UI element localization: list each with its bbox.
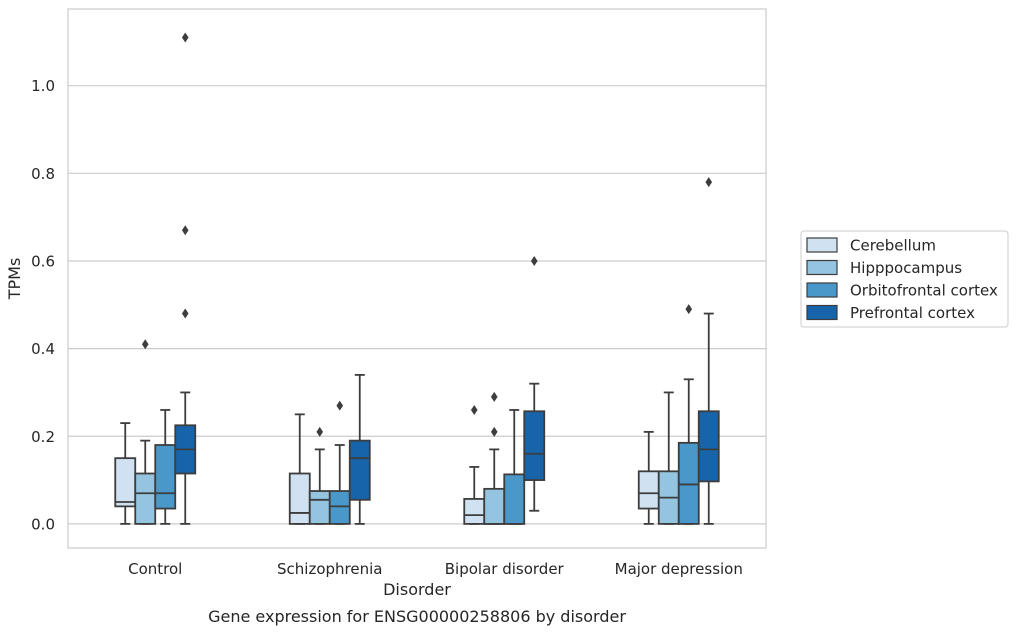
x-tick-label: Major depression <box>615 560 743 578</box>
box-body <box>463 498 486 525</box>
box-prefrontal-cortex-schizophrenia <box>348 374 371 525</box>
outlier-point <box>490 426 498 437</box>
chart-title: Gene expression for ENSG00000258806 by d… <box>208 607 626 626</box>
legend-swatch-prefrontal-cortex <box>806 304 838 321</box>
box-body <box>288 472 311 525</box>
y-axis-label: TPMs <box>5 258 24 301</box>
outlier-point <box>685 304 693 315</box>
box-body <box>154 444 177 510</box>
box-body <box>348 439 371 501</box>
outlier-point <box>181 32 189 43</box>
outlier-point <box>705 177 713 188</box>
legend-swatch-hipppocampus <box>806 259 838 276</box>
box-body <box>114 457 137 508</box>
box-body <box>503 473 526 525</box>
box-orbitofrontal-cortex-schizophrenia <box>328 400 351 525</box>
outlier-point <box>336 400 344 411</box>
outlier-point <box>490 391 498 402</box>
box-cerebellum-schizophrenia <box>288 413 311 525</box>
y-tick-label: 0.4 <box>31 340 55 358</box>
box-orbitofrontal-cortex-major-depression <box>677 304 700 525</box>
box-hipppocampus-schizophrenia <box>308 426 331 525</box>
outlier-point <box>141 339 149 350</box>
box-hipppocampus-major-depression <box>657 391 680 525</box>
y-tick-label: 1.0 <box>31 77 55 95</box>
box-hipppocampus-control <box>134 339 157 525</box>
box-cerebellum-bipolar-disorder <box>463 404 486 525</box>
box-body <box>483 487 506 525</box>
legend-swatch-orbitofrontal-cortex <box>806 282 838 298</box>
y-tick-label: 0.2 <box>31 428 55 446</box>
x-axis-label: Disorder <box>383 580 451 599</box>
legend-label-prefrontal-cortex: Prefrontal cortex <box>850 304 975 322</box>
y-tick-label: 0.6 <box>31 252 55 270</box>
box-cerebellum-major-depression <box>637 430 660 525</box>
y-tick-label: 0.0 <box>31 515 55 533</box>
box-prefrontal-cortex-control <box>174 32 197 525</box>
box-plot-series <box>114 32 720 525</box>
outlier-point <box>470 404 478 415</box>
box-orbitofrontal-cortex-control <box>154 409 177 525</box>
box-prefrontal-cortex-bipolar-disorder <box>523 255 546 512</box>
legend: Cerebellum Hipppocampus Orbitofrontal cort… <box>800 230 1009 328</box>
outlier-point <box>316 426 324 437</box>
box-body <box>677 441 700 525</box>
x-tick-label: Schizophrenia <box>277 560 382 578</box>
legend-swatch-cerebellum <box>806 237 838 253</box>
x-tick-label: Bipolar disorder <box>445 560 565 578</box>
x-tick-label: Control <box>128 560 182 578</box>
box-body <box>697 410 720 483</box>
box-orbitofrontal-cortex-bipolar-disorder <box>503 409 526 525</box>
plot-frame <box>67 8 767 549</box>
outlier-point <box>181 225 189 236</box>
y-axis-ticks: 0.0 0.2 0.4 0.6 0.8 1.0 <box>31 77 55 533</box>
x-axis-ticks: Control Schizophrenia Bipolar disorder Majo… <box>128 560 743 578</box>
box-hipppocampus-bipolar-disorder <box>483 391 506 525</box>
outlier-point <box>530 255 538 266</box>
legend-label-cerebellum: Cerebellum <box>850 237 936 255</box>
legend-frame <box>800 230 1009 328</box>
box-body <box>328 490 351 525</box>
box-body <box>523 410 546 481</box>
y-tick-label: 0.8 <box>31 165 55 183</box>
box-body <box>134 472 157 525</box>
legend-label-hipppocampus: Hipppocampus <box>850 259 962 277</box>
legend-label-orbitofrontal-cortex: Orbitofrontal cortex <box>850 282 998 300</box>
box-cerebellum-control <box>114 422 137 525</box>
outlier-point <box>181 308 189 319</box>
box-body <box>308 490 331 525</box>
box-body <box>637 470 660 510</box>
box-prefrontal-cortex-major-depression <box>697 177 720 525</box>
